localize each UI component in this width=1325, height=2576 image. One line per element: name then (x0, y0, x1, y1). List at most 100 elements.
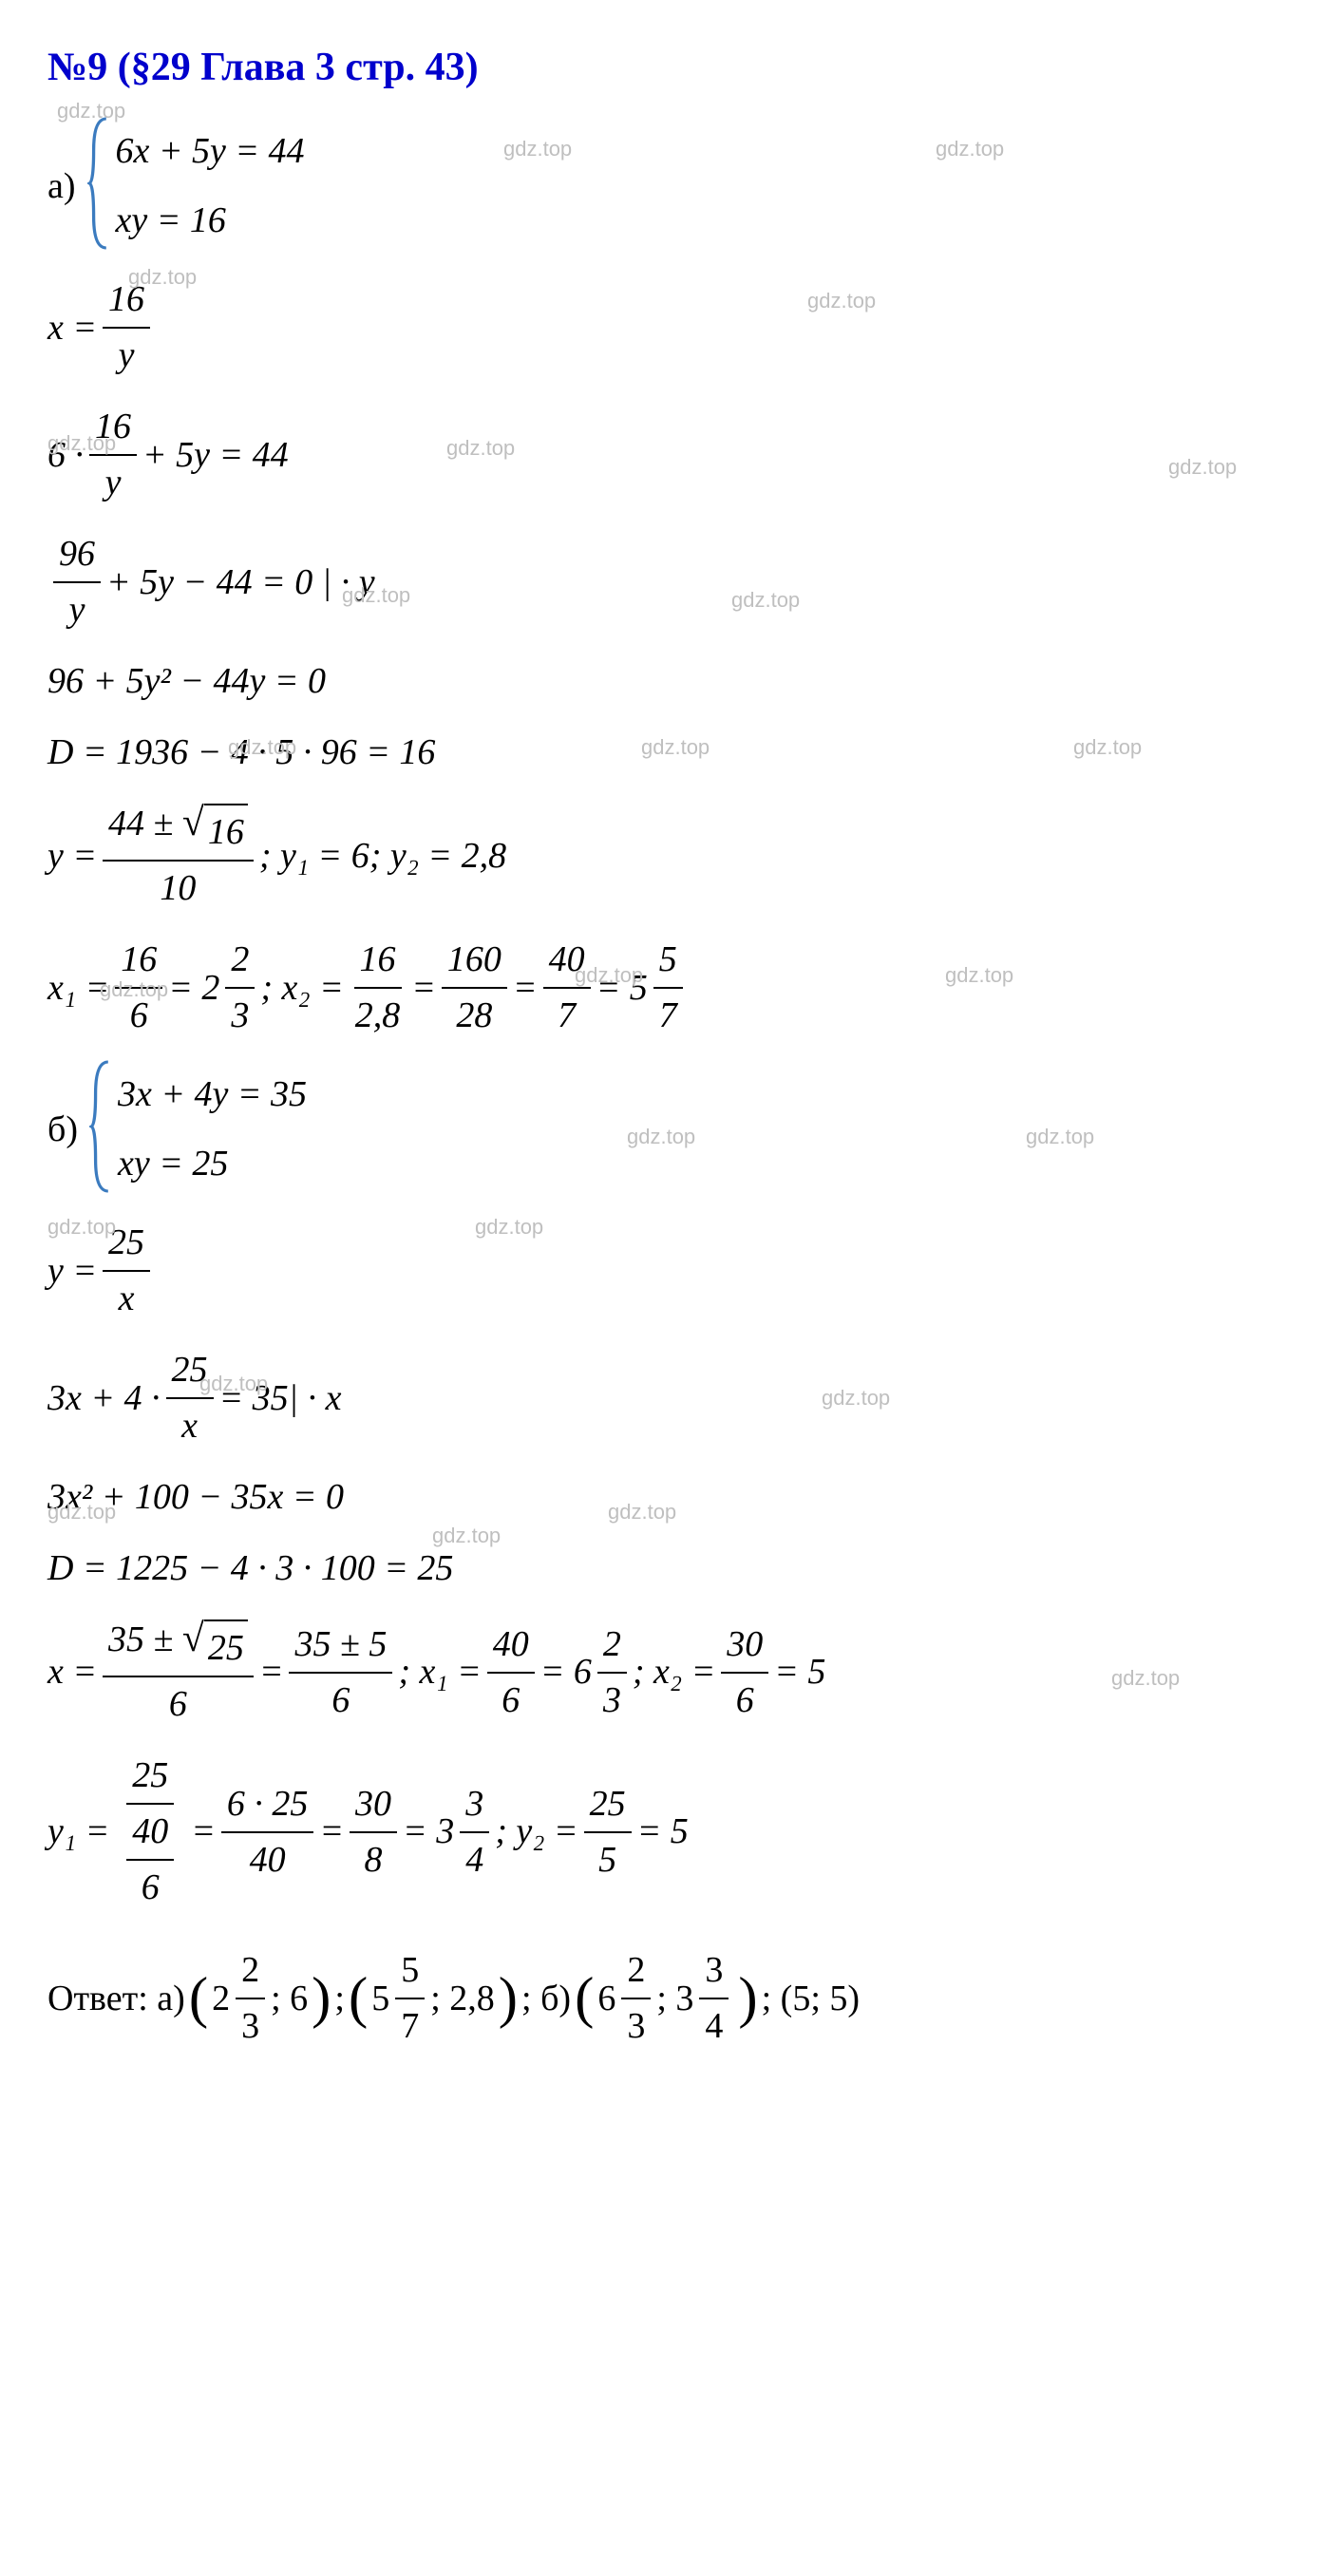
text: ; x₂ = (633, 1645, 715, 1699)
text: 5 (371, 1972, 389, 2026)
den: 6 (730, 1674, 760, 1728)
sqrt: √16 (182, 804, 248, 860)
fraction: 308 (350, 1777, 397, 1887)
den: x (176, 1399, 203, 1453)
num: 30 (350, 1777, 397, 1833)
page-title: №9 (§29 Глава 3 стр. 43) (47, 38, 1278, 98)
den: y (113, 329, 141, 383)
fraction: 25x (166, 1343, 214, 1453)
fraction: 407 (543, 933, 591, 1043)
num: 25 (166, 1343, 214, 1399)
brace-icon (89, 1060, 110, 1193)
text: = (319, 1805, 344, 1859)
fraction: 25 406 (115, 1749, 185, 1915)
num: 16 (103, 273, 150, 329)
line-a-3: 96 y + 5y − 44 = 0 | · y (47, 527, 1278, 637)
sqrt: √25 (182, 1619, 248, 1676)
text: ; б) (521, 1972, 571, 2026)
line-b-3: 3x² + 100 − 35x = 0 (47, 1470, 1278, 1525)
num: 2 (225, 933, 255, 989)
num: 96 (53, 527, 101, 583)
num: 40 (543, 933, 591, 989)
text: = 5 (637, 1805, 689, 1859)
num: 160 (442, 933, 507, 989)
fraction: 306 (721, 1618, 768, 1728)
line-a-x: x = 16 y (47, 273, 1278, 383)
den: 28 (450, 989, 498, 1043)
text: ; x₁ = (398, 1645, 481, 1699)
fraction: 166 (115, 933, 162, 1043)
fraction: 23 (597, 1618, 627, 1728)
text: ; 2,8 (430, 1972, 495, 2026)
answer-label: Ответ: а) (47, 1972, 185, 2026)
den: x (113, 1272, 141, 1326)
part-a-system: а) 6x + 5y = 44 xy = 16 (47, 117, 1278, 256)
fraction: 35 ± √25 6 (103, 1613, 254, 1732)
fraction: 406 (487, 1618, 535, 1728)
num: 30 (721, 1618, 768, 1674)
fraction: 23 (236, 1943, 265, 2054)
eq-b2: xy = 25 (118, 1129, 307, 1199)
num: 25 (103, 1216, 150, 1272)
num: 40 (126, 1805, 174, 1861)
fraction: 34 (699, 1943, 729, 2054)
num: 5 (653, 933, 683, 989)
den: 6 (136, 1861, 165, 1915)
fraction: 255 (584, 1777, 632, 1887)
part-b-system: б) 3x + 4y = 35 xy = 25 (47, 1060, 1278, 1199)
text: = 5 (596, 961, 648, 1015)
num: 35 ± √25 (103, 1613, 254, 1677)
fraction: 162,8 (350, 933, 407, 1043)
fraction: 57 (653, 933, 683, 1043)
arg: 16 (204, 804, 248, 860)
answer-line: Ответ: а) ( 2 23 ; 6 ) ; ( 5 57 ; 2,8 ) … (47, 1943, 1278, 2054)
text: = 3 (403, 1805, 454, 1859)
fraction: 23 (621, 1943, 651, 2054)
num: 25 (584, 1777, 632, 1833)
text: = 35| · x (219, 1372, 342, 1426)
fraction: 25x (103, 1216, 150, 1326)
den: 6 (496, 1674, 525, 1728)
num: 5 (395, 1943, 425, 1999)
den: 406 (115, 1805, 185, 1915)
fraction: 6 · 2540 (221, 1777, 314, 1887)
den: 3 (621, 1999, 651, 2054)
num: 16 (115, 933, 162, 989)
num: 3 (460, 1777, 489, 1833)
text: ; 6 (271, 1972, 308, 2026)
den: 3 (225, 989, 255, 1043)
fraction: 16 y (103, 273, 150, 383)
den: 2,8 (350, 989, 407, 1043)
text: 6 (597, 1972, 615, 2026)
fraction: 16 y (89, 400, 137, 510)
text: = (259, 1645, 284, 1699)
text: = (513, 961, 538, 1015)
fraction: 96 y (53, 527, 101, 637)
text: = 2 (168, 961, 219, 1015)
den: 4 (699, 1999, 729, 2054)
text: 2 (212, 1972, 230, 2026)
text: ; x₂ = (260, 961, 343, 1015)
den: y (64, 583, 91, 637)
text: = (411, 961, 436, 1015)
den: 3 (597, 1674, 627, 1728)
text: 3x + 4 · (47, 1372, 161, 1426)
fraction: 35 ± 56 (289, 1618, 392, 1728)
den: 7 (653, 989, 683, 1043)
line-b-6: y₁ = 25 406 = 6 · 2540 = 308 = 3 34 ; y₂… (47, 1749, 1278, 1915)
num: 2 (597, 1618, 627, 1674)
num: 35 ± 5 (289, 1618, 392, 1674)
line-a-4: 96 + 5y² − 44y = 0 (47, 654, 1278, 709)
text: y = (47, 829, 97, 883)
text: 6 · (47, 428, 84, 483)
text: ; y₁ = 6; y₂ = 2,8 (259, 829, 506, 883)
num: 25 (126, 1749, 174, 1805)
line-b-2: 3x + 4 · 25x = 35| · x (47, 1343, 1278, 1453)
line-a-5: D = 1936 − 4 · 5 · 96 = 16 (47, 726, 1278, 780)
text: ; y₂ = (495, 1805, 577, 1859)
text: = 5 (774, 1645, 825, 1699)
fraction: 16028 (442, 933, 507, 1043)
fraction: 34 (460, 1777, 489, 1887)
line-b-4: D = 1225 − 4 · 3 · 100 = 25 (47, 1542, 1278, 1596)
brace-icon (87, 117, 108, 250)
